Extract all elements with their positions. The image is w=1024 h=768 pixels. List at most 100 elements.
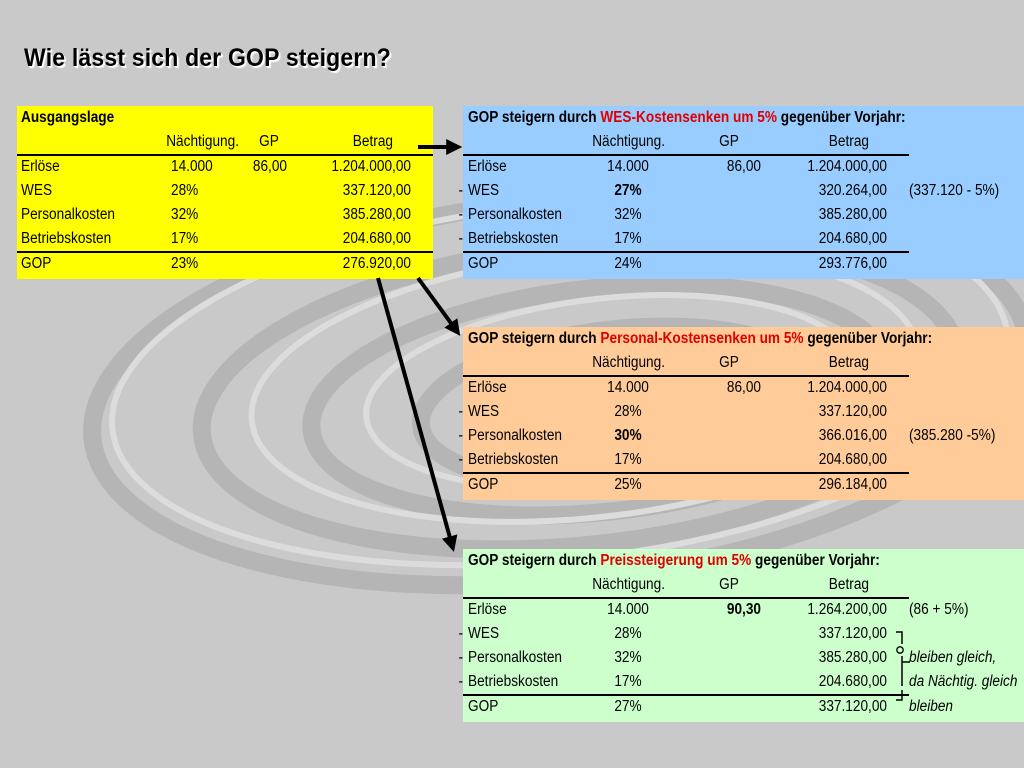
row-betrag: 1.264.200,00 [807, 601, 887, 618]
row-label: WES [468, 403, 500, 420]
row-sign: - [458, 427, 463, 444]
row-betrag: 385.280,00 [818, 206, 887, 223]
row-label: Personalkosten [468, 206, 563, 223]
row-naechtigung: 24% [614, 255, 642, 272]
total-rule [463, 251, 909, 253]
row-gp [710, 203, 761, 227]
header-rule [463, 597, 909, 599]
panel-title-highlight: Preissteigerung um 5% [600, 552, 752, 569]
row-gp [245, 203, 287, 227]
row-naechtigung: 17% [614, 673, 642, 690]
row-gp [710, 473, 761, 497]
panel-title-highlight: Personal-Kostensenken um 5% [600, 330, 804, 347]
row-naechtigung: 28% [614, 403, 642, 420]
ausgangslage-panel: Ausgangslage Nächtigung. GP Betrag Erlös… [17, 106, 433, 279]
row-label: Erlöse [21, 158, 60, 175]
row-sign [452, 376, 463, 400]
total-rule [463, 472, 909, 474]
row-sign: - [458, 403, 463, 420]
row-naechtigung: 27% [614, 698, 642, 715]
row-gp: 86,00 [726, 379, 761, 396]
row-naechtigung: 17% [614, 451, 642, 468]
row-label: WES [21, 182, 53, 199]
row-label: GOP [468, 476, 499, 493]
row-label: Personalkosten [468, 649, 563, 666]
col-header-gp: GP [719, 576, 739, 593]
row-betrag: 337.120,00 [818, 698, 887, 715]
row-naechtigung: 32% [614, 649, 642, 666]
header-rule [17, 154, 433, 156]
row-naechtigung: 28% [171, 182, 199, 199]
col-header-betrag: Betrag [828, 354, 869, 371]
row-gp [710, 179, 761, 203]
row-betrag: 337.120,00 [818, 403, 887, 420]
row-betrag: 337.120,00 [342, 182, 411, 199]
panel-title: GOP steigern durch Preissteigerung um 5%… [468, 549, 880, 573]
panel-title-pre: GOP steigern durch [468, 330, 601, 347]
row-label: Betriebskosten [468, 451, 559, 468]
row-sign [452, 252, 463, 276]
row-gp [710, 670, 761, 694]
row-gp [245, 252, 287, 276]
row-gp: 86,00 [726, 158, 761, 175]
preis-panel: GOP steigern durch Preissteigerung um 5%… [458, 549, 1024, 722]
row-betrag: 385.280,00 [818, 649, 887, 666]
row-sign: - [458, 230, 463, 247]
row-gp [710, 622, 761, 646]
col-header-naechtigung: Nächtigung. [592, 133, 665, 150]
row-betrag: 276.920,00 [342, 255, 411, 272]
row-note: (86 + 5%) [909, 601, 969, 618]
row-betrag: 204.680,00 [818, 451, 887, 468]
col-header-gp: GP [719, 133, 739, 150]
row-betrag: 320.264,00 [818, 182, 887, 199]
row-note: bleiben [909, 698, 953, 715]
header-rule [463, 154, 909, 156]
row-sign: - [458, 673, 463, 690]
row-betrag: 337.120,00 [818, 625, 887, 642]
row-gp: 86,00 [252, 158, 287, 175]
wes-panel: GOP steigern durch WES-Kostensenken um 5… [458, 106, 1024, 279]
row-label: WES [468, 625, 500, 642]
row-sign: - [458, 182, 463, 199]
row-betrag: 385.280,00 [342, 206, 411, 223]
row-betrag: 1.204.000,00 [331, 158, 411, 175]
row-betrag: 366.016,00 [818, 427, 887, 444]
row-note: da Nächtig. gleich [909, 673, 1018, 690]
col-header-naechtigung: Nächtigung. [166, 133, 239, 150]
row-sign [452, 155, 463, 179]
row-naechtigung: 32% [171, 206, 199, 223]
row-naechtigung: 23% [171, 255, 199, 272]
total-rule [17, 251, 433, 253]
row-sign: - [458, 625, 463, 642]
row-gp [710, 695, 761, 719]
row-gp [245, 179, 287, 203]
row-gp [710, 448, 761, 472]
col-header-betrag: Betrag [352, 133, 393, 150]
row-betrag: 1.204.000,00 [807, 379, 887, 396]
row-naechtigung: 14.000 [607, 158, 649, 175]
row-label: Erlöse [468, 601, 507, 618]
row-note: bleiben gleich, [909, 649, 997, 666]
row-naechtigung: 28% [614, 625, 642, 642]
personal-panel: GOP steigern durch Personal-Kostensenken… [458, 327, 1024, 500]
row-label: WES [468, 182, 500, 199]
row-label: Erlöse [468, 379, 507, 396]
row-note: (385.280 -5%) [909, 427, 996, 444]
row-naechtigung: 14.000 [171, 158, 213, 175]
row-label: GOP [468, 255, 499, 272]
page-title: Wie lässt sich der GOP steigern? [24, 44, 391, 72]
row-label: Personalkosten [21, 206, 116, 223]
col-header-gp: GP [719, 354, 739, 371]
row-gp: 90,30 [726, 601, 761, 618]
row-naechtigung: 27% [614, 182, 642, 199]
row-naechtigung: 14.000 [607, 379, 649, 396]
row-gp [710, 227, 761, 251]
row-gp [710, 424, 761, 448]
panel-title: GOP steigern durch WES-Kostensenken um 5… [468, 106, 906, 130]
col-header-betrag: Betrag [828, 133, 869, 150]
panel-title-post: gegenüber Vorjahr: [777, 109, 906, 126]
col-header-naechtigung: Nächtigung. [592, 576, 665, 593]
row-label: Betriebskosten [21, 230, 112, 247]
row-sign: - [458, 206, 463, 223]
row-naechtigung: 25% [614, 476, 642, 493]
